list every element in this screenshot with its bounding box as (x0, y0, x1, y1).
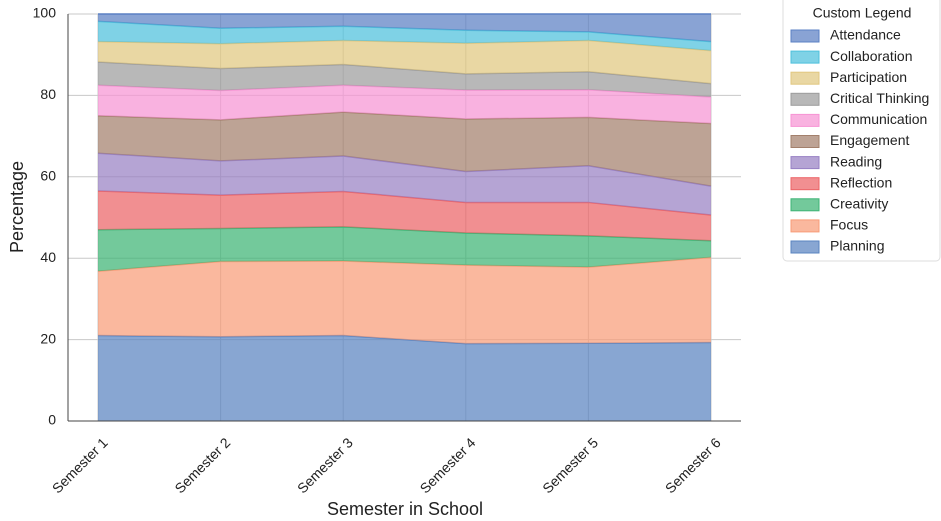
legend-label: Reading (830, 153, 882, 169)
legend-swatch (790, 29, 820, 43)
legend-swatch (790, 177, 820, 191)
legend-swatch (790, 71, 820, 85)
legend-label: Creativity (830, 196, 888, 212)
y-tick-label: 0 (48, 412, 56, 428)
plot-area (68, 13, 741, 422)
legend-label: Focus (830, 217, 868, 233)
legend-swatch (790, 240, 820, 254)
x-tick-label: Semester 2 (171, 434, 233, 496)
legend-swatch (790, 198, 820, 212)
area (98, 112, 711, 187)
area (98, 226, 711, 272)
area (98, 153, 711, 216)
legend-swatch (790, 50, 820, 64)
area (98, 257, 711, 344)
legend-title: Custom Legend (813, 5, 912, 21)
legend-label: Critical Thinking (830, 90, 929, 106)
area (98, 62, 711, 98)
y-tick-label: 60 (40, 168, 56, 184)
legend-swatch (790, 156, 820, 170)
legend-swatch (790, 135, 820, 148)
area (98, 335, 711, 421)
x-axis-label: Semester in School (327, 499, 483, 519)
x-tick-label: Semester 4 (417, 434, 479, 496)
x-tick-label: Semester 5 (539, 434, 601, 496)
area (98, 21, 711, 51)
legend-label: Engagement (830, 132, 910, 148)
area (98, 40, 711, 84)
legend-swatch (790, 113, 820, 127)
legend-label: Collaboration (830, 48, 913, 64)
x-tick-label: Semester 6 (662, 434, 724, 496)
y-axis-label: Percentage (7, 161, 27, 253)
legend-swatch (790, 219, 820, 233)
legend-swatch (790, 92, 820, 106)
area (98, 14, 711, 42)
area (98, 85, 711, 124)
legend-label: Participation (830, 69, 907, 85)
x-tick-label: Semester 1 (49, 434, 111, 496)
legend-label: Reflection (830, 174, 892, 190)
x-tick-label: Semester 3 (294, 434, 356, 496)
legend-box (782, 0, 941, 262)
y-tick-label: 20 (40, 330, 56, 346)
area (98, 191, 711, 241)
legend-label: Attendance (830, 27, 901, 43)
legend-label: Communication (830, 111, 927, 127)
legend-label: Planning (830, 238, 885, 254)
y-tick-label: 40 (40, 249, 56, 265)
y-tick-label: 100 (33, 5, 57, 21)
y-tick-label: 80 (40, 86, 56, 102)
